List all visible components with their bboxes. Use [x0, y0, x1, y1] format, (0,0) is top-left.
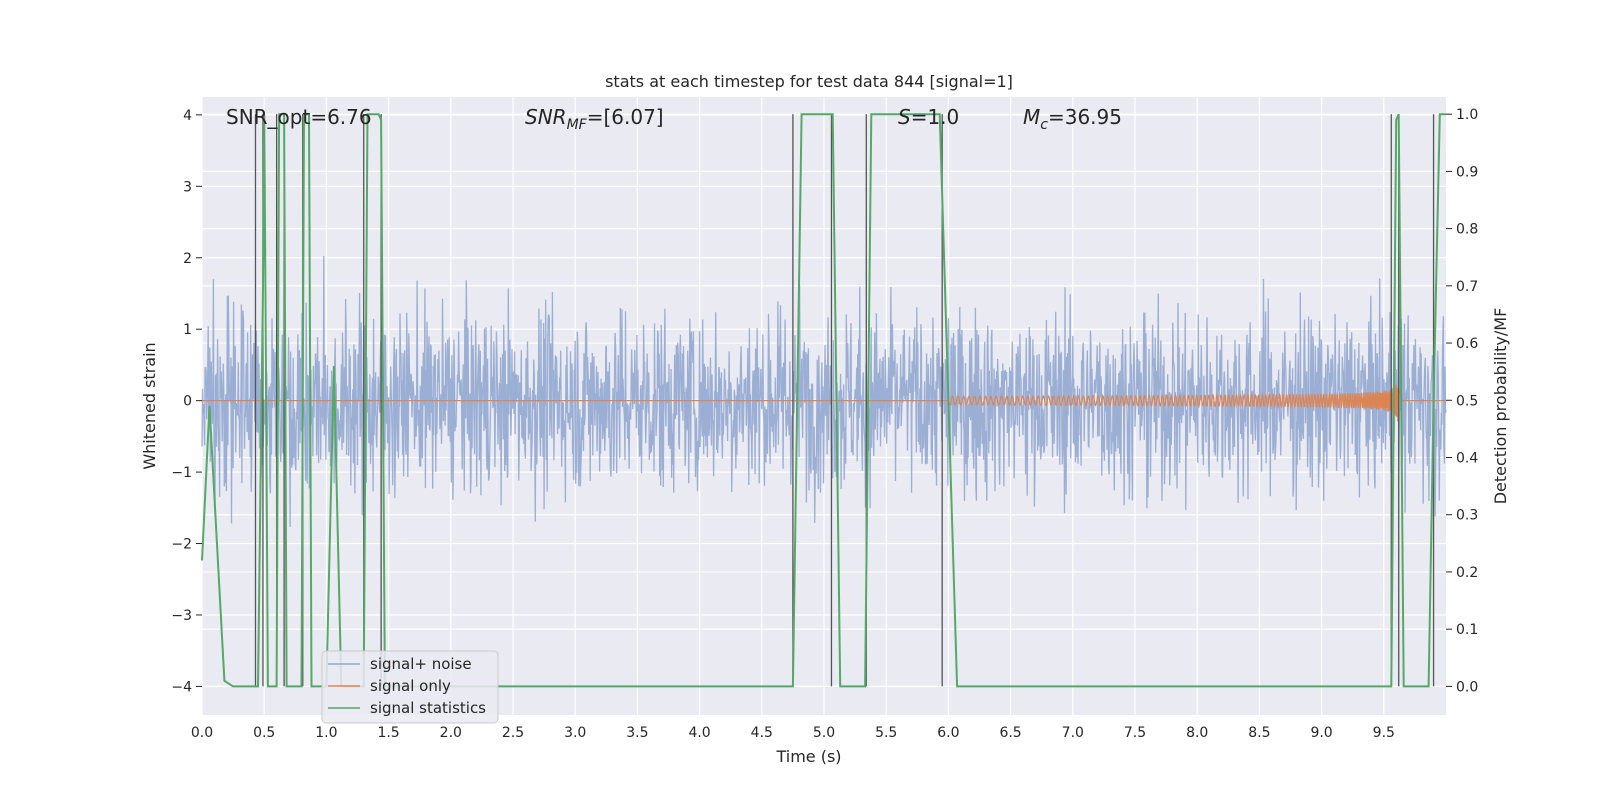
y-left-tick-label-0: 4	[183, 108, 192, 124]
snr-mf-subscript: MF	[567, 117, 588, 133]
y-left-tick-label-4: 0	[183, 394, 192, 410]
y-right-tick-label-5: 0.5	[1456, 393, 1478, 409]
s-value: =1.0	[911, 105, 960, 129]
y-left-tick-label-7: −3	[171, 608, 192, 624]
y-left-axis-ticks: 4 3 2 1 0 −1 −2 −3 −4	[171, 108, 202, 695]
y-left-tick-label-5: −1	[171, 465, 192, 481]
y-right-tick-label-0: 1.0	[1456, 107, 1478, 123]
x-tick-label-12: 6.0	[937, 725, 959, 741]
chart-title: stats at each timestep for test data 844…	[605, 72, 1013, 91]
x-tick-label-8: 4.0	[688, 725, 710, 741]
x-tick-label-16: 8.0	[1186, 725, 1208, 741]
y-right-tick-label-1: 0.9	[1456, 164, 1478, 180]
x-tick-label-13: 6.5	[999, 725, 1021, 741]
x-tick-label-6: 3.0	[564, 725, 586, 741]
mc-subscript: c	[1040, 117, 1048, 133]
series-signal-statistics	[201, 113, 1446, 688]
x-tick-label-11: 5.5	[875, 725, 897, 741]
y-right-axis-ticks: 1.0 0.9 0.8 0.7 0.6 0.5 0.4 0.3 0.2 0.1 0.0	[1446, 107, 1478, 695]
x-tick-label-14: 7.0	[1062, 725, 1084, 741]
x-tick-label-17: 8.5	[1248, 725, 1270, 741]
y-right-tick-label-4: 0.6	[1456, 336, 1478, 352]
y-right-axis-label: Detection probability/MF	[1491, 308, 1510, 505]
x-tick-label-4: 2.0	[440, 725, 462, 741]
y-right-tick-label-6: 0.4	[1456, 451, 1478, 467]
y-right-tick-label-3: 0.7	[1456, 279, 1478, 295]
mc-label: M	[1023, 105, 1040, 129]
y-left-tick-label-1: 3	[183, 179, 192, 195]
signal-noise-line	[201, 255, 1447, 528]
y-left-tick-label-2: 2	[183, 251, 192, 267]
series-signal-noise	[201, 255, 1447, 528]
signal-only-line	[202, 384, 1446, 422]
x-tick-label-18: 9.0	[1310, 725, 1332, 741]
x-tick-label-3: 1.5	[377, 725, 399, 741]
x-tick-label-9: 4.5	[751, 725, 773, 741]
annotation-mc: Mc=36.95	[1023, 105, 1122, 133]
y-right-tick-label-9: 0.1	[1456, 622, 1478, 638]
y-right-tick-label-10: 0.0	[1456, 679, 1478, 695]
series-signal-only	[202, 384, 1446, 422]
y-left-tick-label-6: −2	[171, 537, 192, 553]
x-tick-label-7: 3.5	[626, 725, 648, 741]
legend: signal+ noise signal only signal statist…	[321, 650, 499, 724]
annotation-snr-opt: SNR_opt=6.76	[226, 105, 372, 129]
x-tick-label-10: 5.0	[813, 725, 835, 741]
y-left-tick-label-8: −4	[171, 679, 192, 695]
snr-mf-label: SNR	[525, 105, 567, 129]
x-tick-label-0: 0.0	[191, 725, 213, 741]
y-right-tick-label-2: 0.8	[1456, 222, 1478, 238]
x-tick-label-2: 1.0	[315, 725, 337, 741]
signal-statistics-line	[201, 113, 1446, 688]
annotation-s: S=1.0	[898, 105, 959, 129]
legend-label-signal-only: signal only	[370, 677, 451, 695]
y-left-axis-label: Whitened strain	[140, 342, 159, 469]
x-axis-ticks: 0.0 0.5 1.0 1.5 2.0 2.5 3.0 3.5 4.0 4.5 5.0 5.5 6.0 6…	[191, 725, 1395, 741]
s-label: S	[898, 105, 911, 129]
x-tick-label-19: 9.5	[1373, 725, 1395, 741]
legend-label-signal-statistics: signal statistics	[370, 699, 486, 717]
x-tick-label-5: 2.5	[502, 725, 524, 741]
x-tick-label-1: 0.5	[253, 725, 275, 741]
y-right-tick-label-8: 0.2	[1456, 565, 1478, 581]
snr-mf-value: =[6.07]	[587, 105, 664, 129]
legend-box	[321, 650, 499, 724]
x-tick-label-15: 7.5	[1124, 725, 1146, 741]
mc-value: =36.95	[1048, 105, 1122, 129]
y-right-tick-label-7: 0.3	[1456, 508, 1478, 524]
legend-label-signal-noise: signal+ noise	[370, 655, 472, 673]
x-axis-label: Time (s)	[775, 747, 841, 766]
y-left-tick-label-3: 1	[183, 322, 192, 338]
annotation-snr-mf: SNRMF=[6.07]	[525, 105, 664, 133]
